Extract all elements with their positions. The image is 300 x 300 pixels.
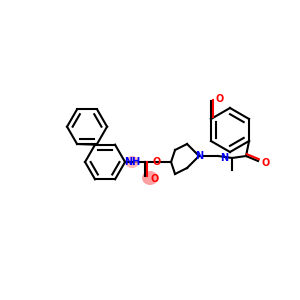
Ellipse shape: [125, 156, 139, 168]
Text: O: O: [153, 157, 161, 167]
Text: O: O: [150, 174, 158, 184]
Text: N: N: [195, 151, 203, 161]
Text: N: N: [220, 153, 228, 163]
Text: O: O: [216, 94, 224, 104]
Text: O: O: [261, 158, 269, 168]
Ellipse shape: [142, 171, 158, 185]
Text: NH: NH: [124, 157, 140, 167]
